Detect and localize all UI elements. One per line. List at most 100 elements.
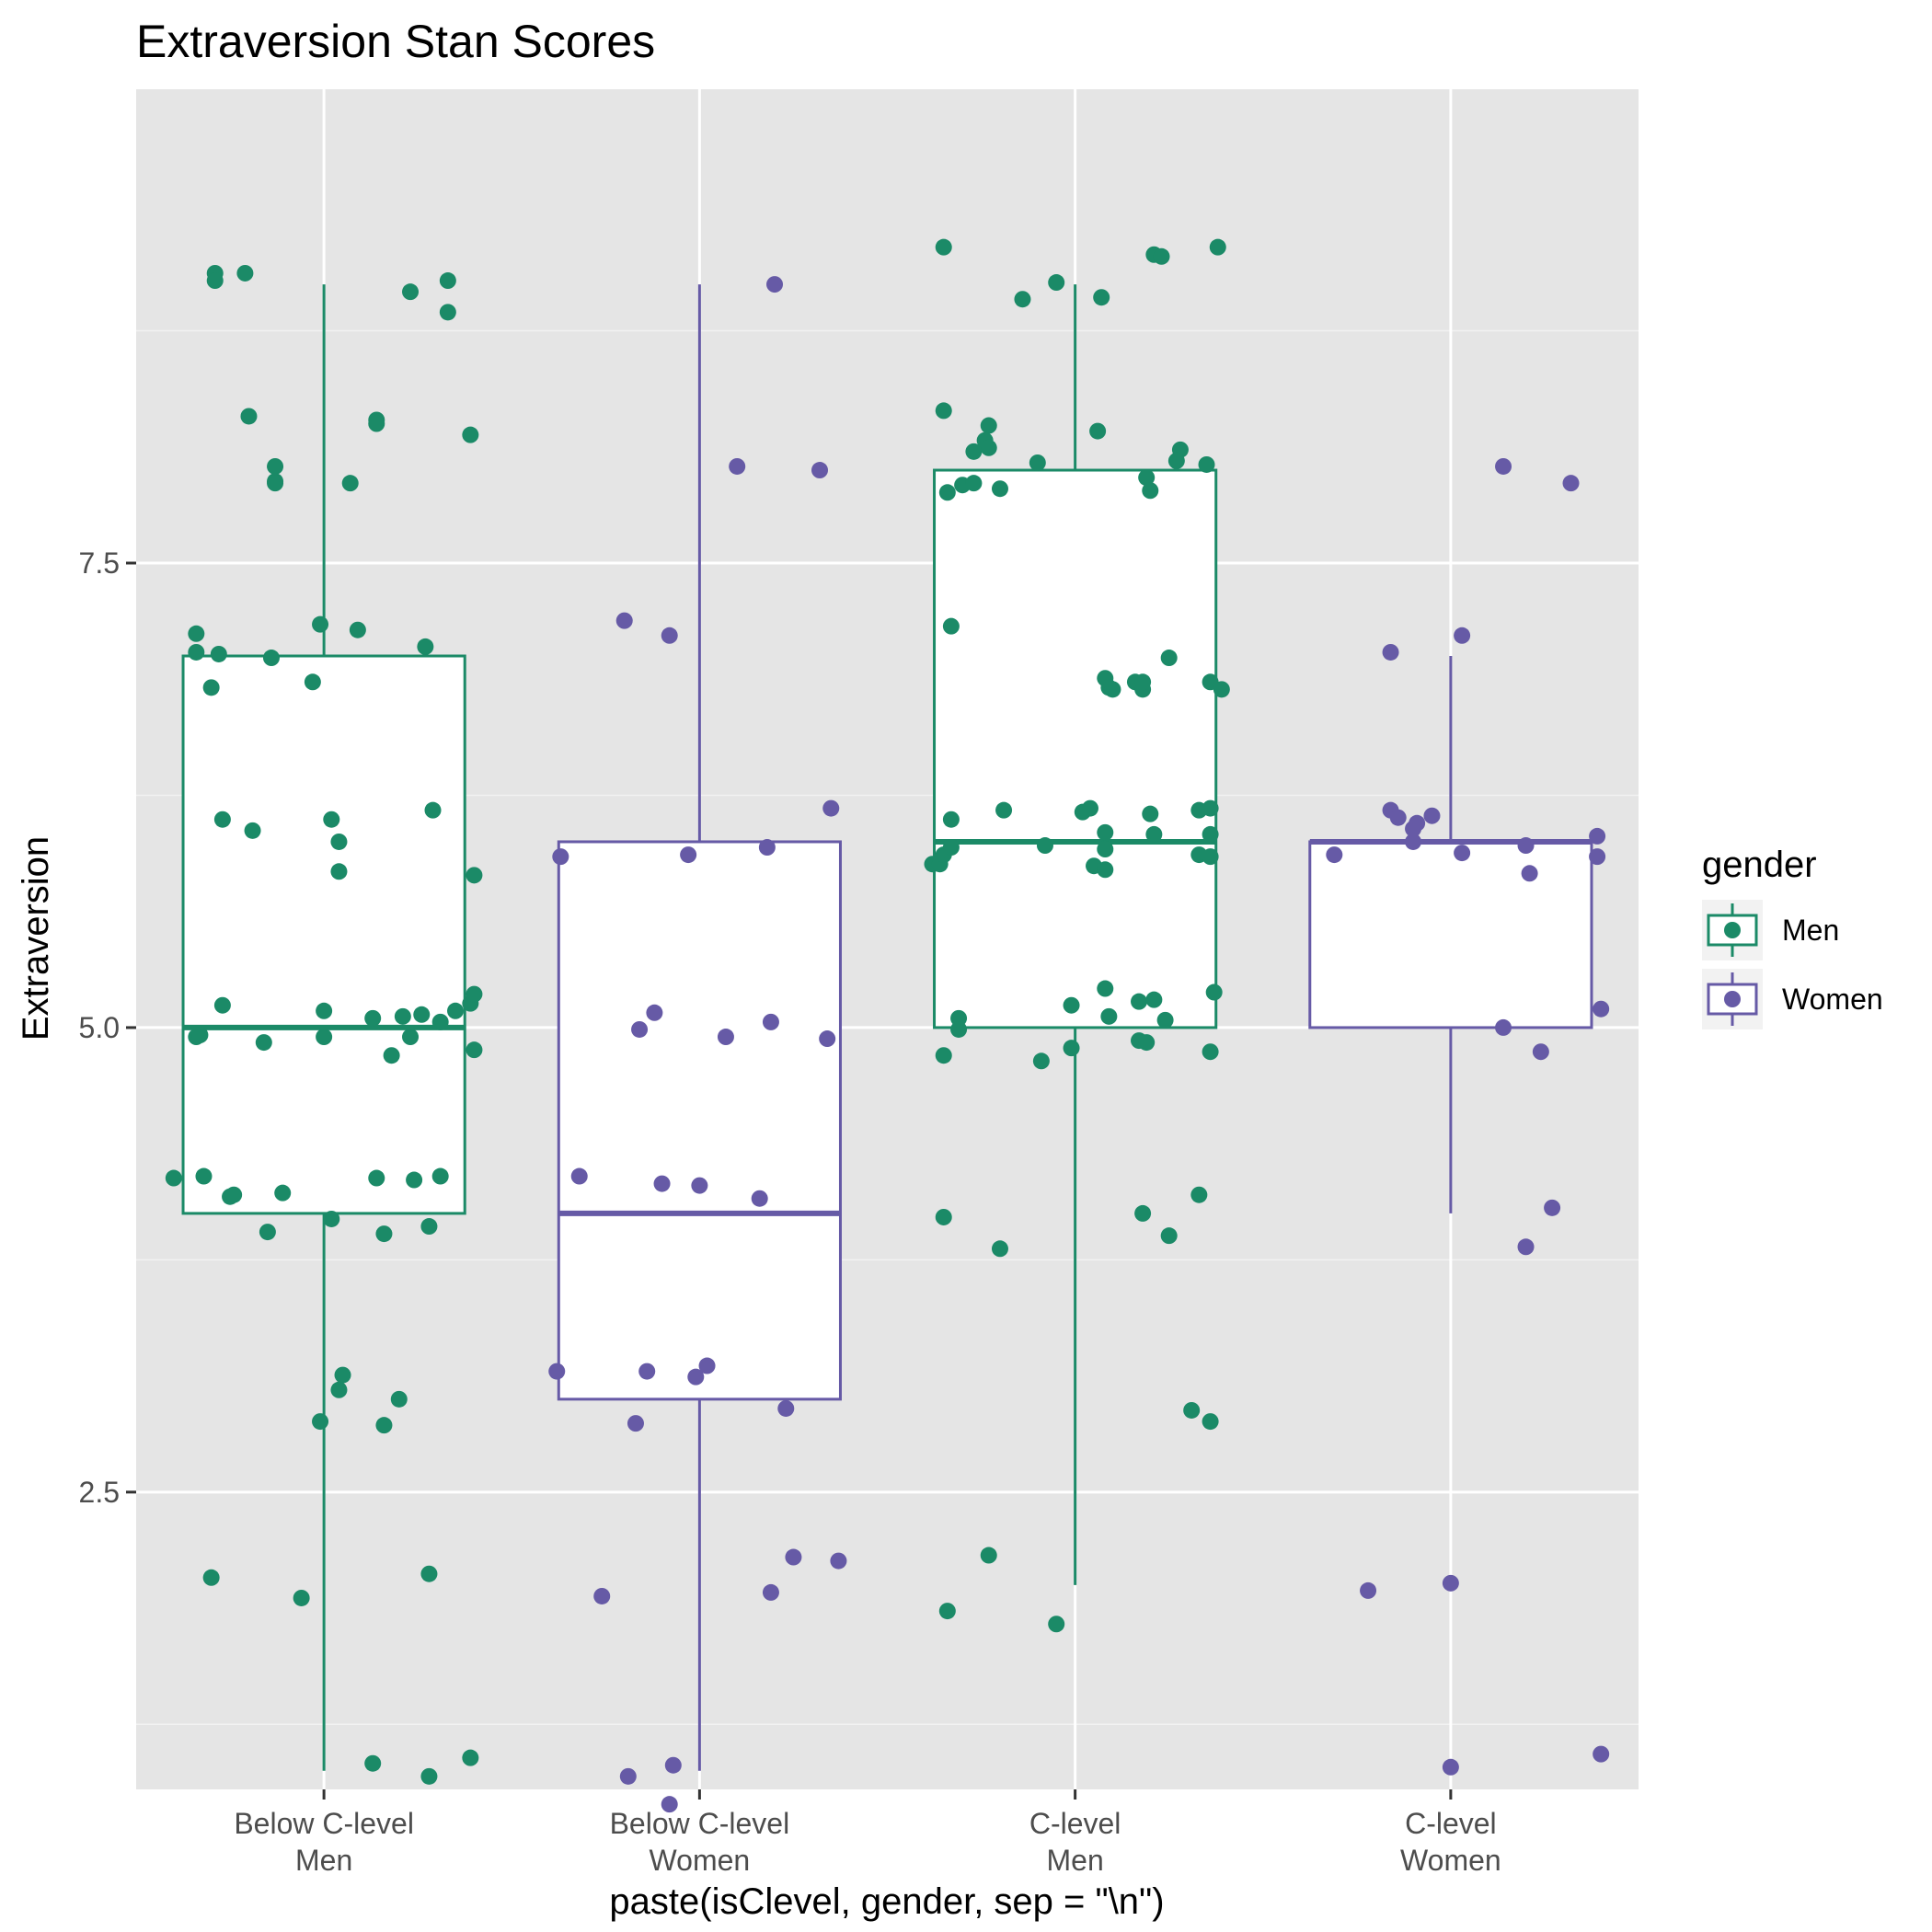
data-point xyxy=(431,1013,449,1030)
legend-key-point xyxy=(1724,922,1741,938)
x-tick-label: C-level Men xyxy=(1029,1807,1121,1877)
data-point xyxy=(364,1754,382,1772)
data-point xyxy=(751,1190,768,1207)
data-point xyxy=(661,1796,678,1813)
data-point xyxy=(646,1004,663,1021)
data-point xyxy=(661,627,678,644)
data-point xyxy=(267,475,284,492)
data-point xyxy=(1562,475,1580,492)
x-tick-label: C-level Women xyxy=(1400,1807,1501,1877)
data-point xyxy=(762,1013,779,1030)
chart-title: Extraversion Stan Scores xyxy=(136,16,655,67)
data-point xyxy=(822,799,840,817)
data-point xyxy=(462,1749,479,1766)
data-point xyxy=(1097,980,1114,997)
data-point xyxy=(1209,238,1226,256)
data-point xyxy=(431,1167,449,1185)
data-point xyxy=(1048,1616,1065,1633)
data-point xyxy=(1360,1581,1377,1599)
data-point xyxy=(236,264,254,282)
data-point xyxy=(942,617,960,635)
data-point xyxy=(1138,469,1156,487)
data-point xyxy=(1517,1238,1535,1256)
data-point xyxy=(942,839,960,857)
data-point xyxy=(330,1381,348,1398)
data-point xyxy=(1097,841,1114,858)
data-point xyxy=(375,1225,393,1243)
x-axis: Below C-level Men Below C-level Women C-leve… xyxy=(234,1789,1501,1877)
data-point xyxy=(341,475,359,492)
box-iqr xyxy=(933,468,1218,1029)
y-axis-title: Extraversion xyxy=(16,836,56,1041)
data-point xyxy=(244,822,261,839)
legend-label: Women xyxy=(1782,983,1883,1016)
data-point xyxy=(240,408,258,425)
y-tick-label: 7.5 xyxy=(79,546,120,580)
data-point xyxy=(1326,846,1343,864)
data-point xyxy=(552,848,569,866)
legend-key-point xyxy=(1724,991,1741,1007)
data-point xyxy=(466,1041,483,1059)
box-4 xyxy=(1308,656,1593,1213)
data-point xyxy=(980,1547,997,1564)
data-point xyxy=(1153,247,1170,265)
data-point xyxy=(420,1565,438,1582)
data-point xyxy=(1454,845,1471,862)
data-point xyxy=(413,1006,431,1023)
data-point xyxy=(1089,422,1107,440)
data-point xyxy=(267,457,284,475)
data-point xyxy=(1100,1007,1118,1025)
jitter-points-layer xyxy=(165,238,1610,1813)
data-point xyxy=(316,1002,333,1019)
data-point xyxy=(1093,289,1110,306)
data-point xyxy=(1495,457,1512,475)
data-point xyxy=(1097,823,1114,841)
data-point xyxy=(615,612,633,629)
data-point xyxy=(330,863,348,880)
data-point xyxy=(1495,1018,1512,1036)
data-point xyxy=(1442,1758,1459,1776)
data-point xyxy=(364,1009,382,1027)
data-point xyxy=(312,1413,329,1431)
data-point xyxy=(255,1034,272,1052)
data-point xyxy=(165,1169,182,1187)
data-point xyxy=(1081,799,1098,817)
data-point xyxy=(188,625,205,642)
data-point xyxy=(1048,274,1065,292)
data-point xyxy=(1160,650,1178,667)
data-point xyxy=(1131,993,1148,1010)
data-point xyxy=(777,1399,795,1417)
data-point xyxy=(729,457,746,475)
data-point xyxy=(935,238,952,256)
data-point xyxy=(447,1002,465,1019)
data-point xyxy=(965,475,983,492)
data-point xyxy=(664,1756,682,1774)
data-point xyxy=(680,846,697,864)
data-point xyxy=(1134,1204,1152,1222)
data-point xyxy=(766,276,784,293)
data-point xyxy=(698,1357,716,1374)
data-point xyxy=(1382,643,1399,661)
data-point xyxy=(631,1020,649,1038)
legend: gender Men Women xyxy=(1702,845,1883,1029)
data-point xyxy=(1389,809,1407,826)
data-point xyxy=(420,1218,438,1236)
data-point xyxy=(1423,807,1441,824)
box-1 xyxy=(181,284,466,1771)
data-point xyxy=(1145,991,1163,1008)
data-point xyxy=(717,1029,734,1046)
data-point xyxy=(980,439,997,456)
data-point xyxy=(1589,848,1606,866)
x-tick-label: Below C-level Women xyxy=(610,1807,790,1877)
legend-label: Men xyxy=(1782,914,1839,947)
data-point xyxy=(402,1029,420,1046)
data-point xyxy=(316,1029,333,1046)
data-point xyxy=(323,1210,340,1227)
data-point xyxy=(188,643,205,661)
data-point xyxy=(1521,865,1538,882)
data-point xyxy=(394,1007,411,1025)
box-layer xyxy=(181,284,1593,1771)
data-point xyxy=(819,1030,836,1048)
data-point xyxy=(1202,848,1219,866)
data-point xyxy=(1544,1199,1561,1216)
